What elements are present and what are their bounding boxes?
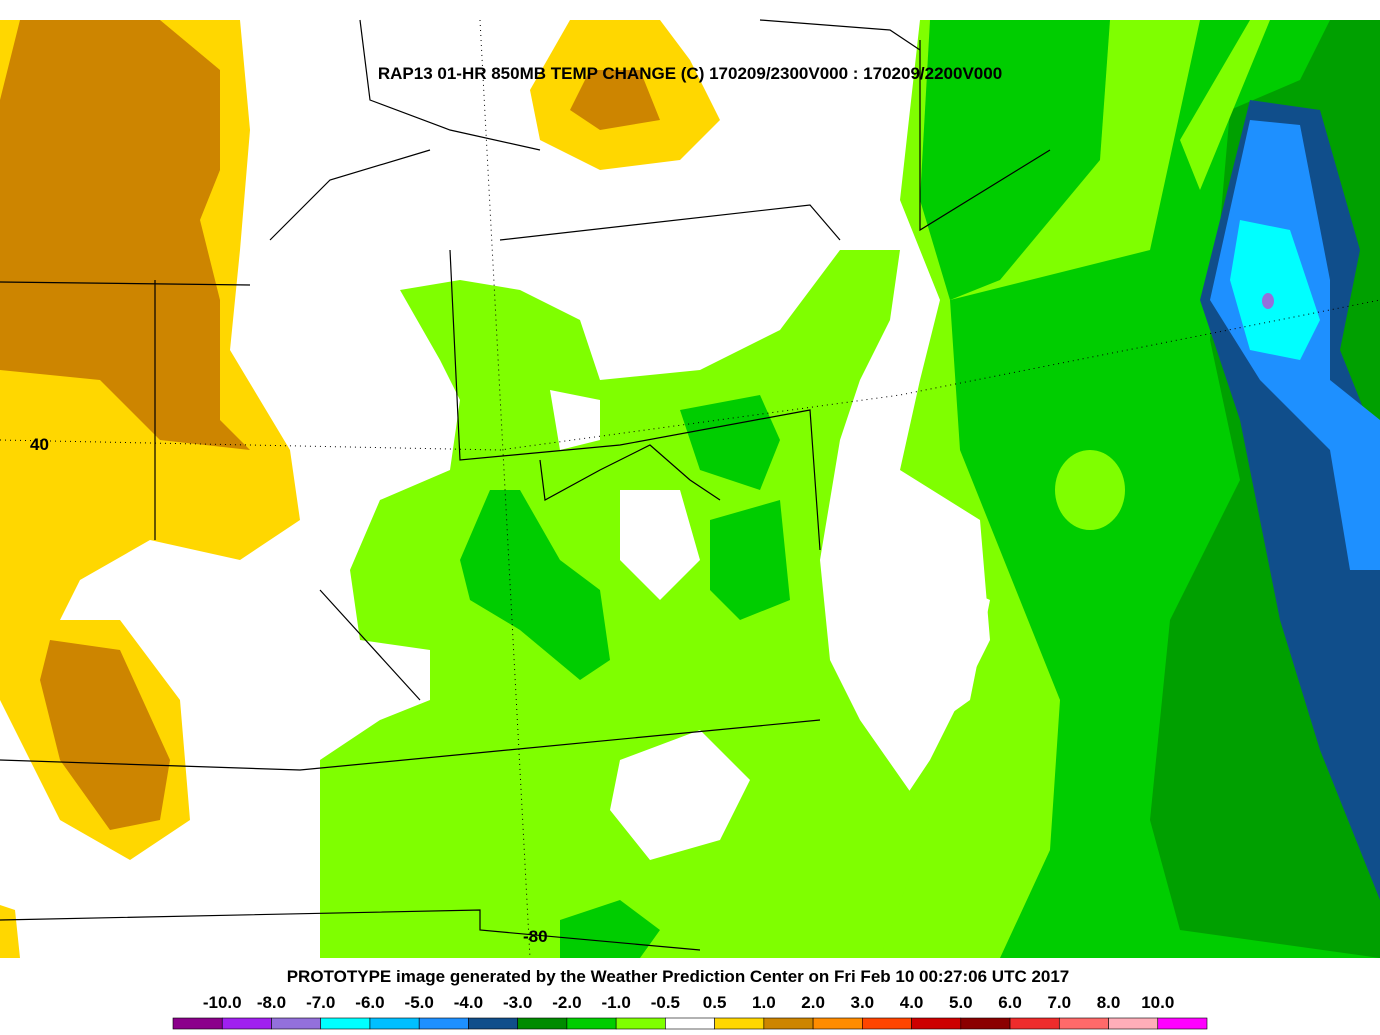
light-green-spot	[1055, 450, 1125, 530]
colorbar-label: -3.0	[503, 993, 532, 1012]
lat-lon-lines	[0, 19, 1380, 959]
colorbar-label: -4.0	[454, 993, 483, 1012]
lon-label: -80	[523, 927, 548, 946]
colorbar-label: 2.0	[801, 993, 825, 1012]
colorbar-label: 5.0	[949, 993, 973, 1012]
state-borders	[0, 19, 1051, 951]
colorbar-box	[172, 1017, 223, 1030]
colorbar-box	[911, 1017, 962, 1030]
colorbar-label: 7.0	[1047, 993, 1071, 1012]
colorbar-box	[468, 1017, 518, 1030]
colorbar-box	[517, 1017, 568, 1030]
colorbar-box	[418, 1017, 469, 1030]
colorbar-label: -8.0	[257, 993, 286, 1012]
cyan-area	[1230, 220, 1320, 360]
white-area	[860, 560, 990, 750]
colorbar-box	[714, 1017, 765, 1030]
colorbar-box	[1157, 1017, 1208, 1030]
colorbar-box	[763, 1017, 814, 1030]
footer-text: PROTOTYPE image generated by the Weather…	[287, 967, 1070, 986]
colorbar-label: -6.0	[355, 993, 384, 1012]
colorbar-box	[1009, 1017, 1060, 1030]
colorbar-box	[369, 1017, 420, 1030]
colorbar-label: 1.0	[752, 993, 776, 1012]
colorbar-box	[1108, 1017, 1159, 1030]
colorbar-label: -5.0	[405, 993, 434, 1012]
light-green-strip	[1180, 20, 1270, 190]
colorbar-box	[566, 1017, 617, 1030]
colorbar-label: 3.0	[851, 993, 875, 1012]
colorbar-box	[615, 1017, 666, 1030]
colorbar-box	[665, 1017, 715, 1030]
colorbar-label: 8.0	[1097, 993, 1121, 1012]
green-area	[460, 395, 790, 958]
colorbar-label: -0.5	[651, 993, 680, 1012]
colorbar: -10.0 -8.0 -7.0 -6.0 -5.0 -4.0 -3.0 -2.0 -1.0 -0.…	[172, 993, 1208, 1030]
white-area	[550, 390, 750, 860]
colorbar-label: 0.5	[703, 993, 727, 1012]
colorbar-box	[812, 1017, 863, 1030]
colorbar-box	[271, 1017, 322, 1030]
map: 40 -80 RAP13 01-HR 850MB TEMP CHANGE (C)…	[0, 19, 1380, 959]
goldenrod-area	[0, 20, 250, 830]
colorbar-label: 6.0	[998, 993, 1022, 1012]
colorbar-box	[320, 1017, 371, 1030]
colorbar-label: -7.0	[306, 993, 335, 1012]
colorbar-label: -10.0	[203, 993, 242, 1012]
colorbar-label: -1.0	[601, 993, 630, 1012]
gold-area	[0, 905, 20, 958]
map-title: RAP13 01-HR 850MB TEMP CHANGE (C) 170209…	[378, 64, 1002, 83]
goldenrod-area	[570, 70, 660, 130]
light-green-area	[320, 250, 930, 958]
colorbar-box	[1058, 1017, 1109, 1030]
colorbar-box	[862, 1017, 912, 1030]
colorbar-label: 4.0	[900, 993, 924, 1012]
green-area	[920, 20, 1110, 300]
colorbar-box	[221, 1017, 272, 1030]
colorbar-label: -2.0	[552, 993, 581, 1012]
colorbar-label: 10.0	[1141, 993, 1174, 1012]
lat-label: 40	[30, 435, 49, 454]
colorbar-box	[960, 1017, 1011, 1030]
violet-spot	[1262, 293, 1274, 309]
